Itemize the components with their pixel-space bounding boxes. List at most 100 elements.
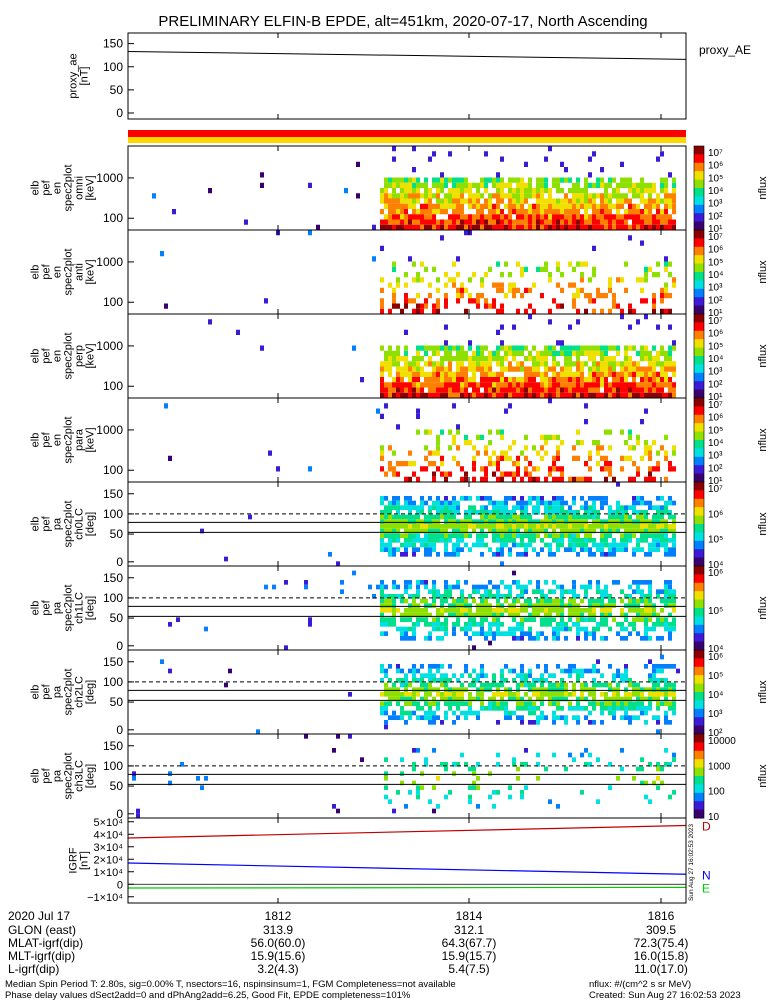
spectrogram-bin (476, 715, 480, 720)
spectrogram-bin (396, 696, 400, 702)
spectrogram-bin (548, 552, 552, 557)
spectrogram-bin (636, 466, 640, 472)
spectrogram-bin (396, 461, 400, 467)
spectrogram-bin (408, 696, 412, 702)
spectrogram-bin (400, 631, 404, 636)
spectrogram-bin (536, 466, 540, 472)
spectrogram-bin (500, 455, 504, 461)
y-axis-label-line: elb (30, 181, 42, 196)
spectrogram-bin (500, 612, 504, 618)
spectrogram-bin (384, 687, 388, 692)
spectrogram-bin (532, 524, 536, 529)
spectrogram-bin (512, 510, 516, 515)
spectrogram-bin (516, 209, 520, 215)
spectrogram-bin (600, 193, 604, 199)
spectrogram-bin (392, 696, 396, 702)
colorbar-segment (694, 154, 704, 164)
spectrogram-bin (656, 720, 660, 725)
spectrogram-bin (568, 603, 572, 608)
spectrogram-bin (632, 219, 636, 225)
spectrogram-bin (392, 617, 396, 622)
spectrogram-bin (432, 748, 436, 753)
spectrogram-bin (612, 701, 616, 706)
spectrogram-bin (632, 528, 636, 534)
spectrogram-bin (412, 692, 416, 697)
colorbar-segment (694, 213, 704, 223)
spectrogram-bin (496, 519, 500, 524)
spectrogram-bin (436, 287, 440, 293)
spectrogram-bin (440, 594, 444, 599)
spectrogram-bin (660, 209, 664, 215)
spectrogram-bin (452, 542, 456, 548)
spectrogram-bin (464, 214, 468, 220)
colorbar-tick-label: 10⁶ (708, 652, 723, 663)
spectrogram-bin (524, 382, 528, 388)
colorbar-segment (694, 297, 704, 307)
spectrogram-bin (580, 203, 584, 209)
spectrogram-bin (564, 696, 568, 702)
spectrogram-bin (452, 552, 456, 557)
spectrogram-bin (620, 715, 624, 720)
spectrogram-bin (568, 668, 572, 674)
spectrogram-bin (504, 377, 508, 383)
spectrogram-bin (664, 547, 668, 552)
spectrogram-bin (636, 182, 640, 188)
spectrogram-bin (572, 193, 576, 199)
y-axis-label-line: [nT] (79, 67, 91, 86)
spectrogram-bin (488, 356, 492, 362)
spectrogram-bin (612, 542, 616, 548)
spectrogram-bin (576, 533, 580, 538)
spectrogram-bin (272, 584, 276, 590)
spectrogram-bin (492, 678, 496, 683)
spectrogram-bin (416, 371, 420, 377)
spectrogram-bin (524, 682, 528, 688)
spectrogram-bin (404, 272, 408, 278)
spectrogram-bin (476, 524, 480, 529)
spectrogram-bin (492, 533, 496, 538)
spectrogram-bin (588, 377, 592, 383)
spectrogram-bin (584, 177, 588, 183)
spectrogram-bin (460, 182, 464, 188)
spectrogram-bin (388, 308, 392, 314)
spectrogram-bin (492, 510, 496, 515)
spectrogram-bin (608, 461, 612, 467)
spectrogram-bin (608, 762, 612, 767)
spectrogram-bin (624, 594, 628, 599)
spectrogram-bin (516, 471, 520, 477)
spectrogram-bin (628, 429, 632, 435)
spectrogram-bin (460, 203, 464, 209)
spectrogram-bin (396, 224, 400, 230)
spectrogram-bin (456, 350, 460, 356)
spectrogram-bin (580, 188, 584, 194)
spectrogram-bin (600, 371, 604, 377)
spectrogram-bin (452, 277, 456, 283)
spectrogram-bin (556, 636, 560, 641)
spectrogram-bin (476, 776, 480, 781)
spectrogram-bin (460, 392, 464, 398)
spectrogram-bin (560, 608, 564, 613)
spectrogram-bin (608, 505, 612, 510)
spectrogram-bin (560, 203, 564, 209)
spectrogram-bin (660, 496, 664, 501)
spectrogram-bin (532, 538, 536, 543)
spectrogram-bin (528, 377, 532, 383)
spectrogram-bin (664, 710, 668, 716)
spectrogram-bin (520, 594, 524, 599)
spectrogram-bin (424, 193, 428, 199)
spectrogram-bin (480, 476, 484, 482)
spectrogram-bin (524, 678, 528, 683)
spectrogram-bin (596, 524, 600, 529)
spectrogram-bin (476, 687, 480, 692)
spectrogram-bin (404, 533, 408, 538)
spectrogram-bin (456, 547, 460, 552)
spectrogram-bin (548, 466, 552, 472)
ephemeris-row-value: 64.3(67.7) (442, 936, 497, 950)
spectrogram-bin (620, 706, 624, 711)
spectrogram-bin (416, 476, 420, 482)
spectrogram-bin (520, 214, 524, 220)
spectrogram-bin (444, 608, 448, 613)
spectrogram-bin (564, 350, 568, 356)
spectrogram-bin (656, 636, 660, 641)
spectrogram-bin (600, 710, 604, 716)
spectrogram-bin (464, 701, 468, 706)
